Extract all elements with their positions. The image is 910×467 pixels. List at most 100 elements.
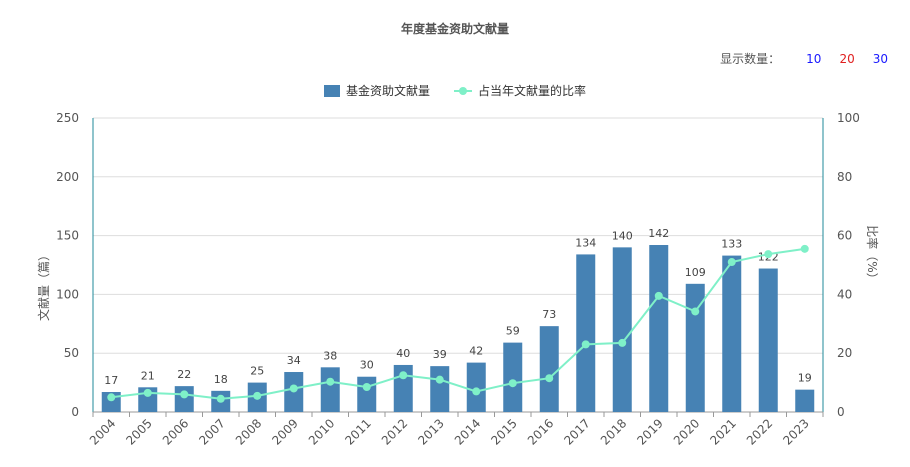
y-tick-label: 50 (64, 346, 79, 360)
x-tick-label: 2013 (415, 416, 446, 447)
ratio-point (472, 387, 481, 396)
ratio-point (399, 371, 408, 380)
ratio-point (581, 340, 590, 349)
legend-item-line[interactable]: 占当年文献量的比率 (454, 82, 586, 99)
bar-value-label: 18 (214, 373, 228, 386)
bar-value-label: 22 (177, 368, 191, 381)
bar-value-label: 40 (396, 347, 410, 360)
ratio-point (107, 393, 116, 402)
y2-tick-label: 40 (837, 287, 852, 301)
y2-tick-label: 0 (837, 405, 845, 419)
x-tick-label: 2016 (525, 416, 556, 447)
bar-value-label: 39 (433, 348, 447, 361)
bar-value-label: 17 (104, 374, 118, 387)
x-tick-label: 2015 (488, 416, 519, 447)
ratio-point (691, 307, 700, 316)
ratio-point (289, 384, 298, 393)
display-count-selector: 显示数量： 10 20 30 (720, 50, 888, 67)
ratio-point (545, 374, 554, 383)
x-tick-label: 2020 (671, 416, 702, 447)
x-tick-label: 2008 (233, 416, 264, 447)
x-tick-label: 2009 (269, 416, 300, 447)
bar (357, 376, 377, 412)
y-tick-label: 100 (56, 287, 79, 301)
y2-tick-label: 20 (837, 346, 852, 360)
bar-value-label: 30 (360, 359, 374, 372)
bar (503, 342, 523, 412)
x-tick-label: 2007 (196, 416, 227, 447)
ratio-point (654, 291, 663, 300)
ratio-point (764, 250, 773, 259)
x-tick-label: 2018 (598, 416, 629, 447)
y-axis-title: 文献量（篇） (36, 249, 51, 321)
x-tick-label: 2017 (561, 416, 592, 447)
bar (430, 366, 450, 412)
bar (722, 255, 742, 412)
bar-value-label: 133 (721, 238, 742, 251)
bar-value-label: 134 (575, 236, 596, 249)
ratio-point (727, 258, 736, 267)
bar (174, 386, 194, 412)
bar (649, 245, 669, 412)
bar-value-label: 59 (506, 325, 520, 338)
y-tick-label: 0 (71, 405, 79, 419)
x-tick-label: 2012 (379, 416, 410, 447)
bar (539, 326, 559, 412)
ratio-point (326, 377, 335, 386)
legend-line-swatch (454, 85, 472, 97)
display-count-option-10[interactable]: 10 (806, 51, 822, 66)
bar-value-label: 21 (141, 369, 155, 382)
bar (685, 283, 705, 412)
y-tick-label: 250 (56, 111, 79, 125)
ratio-point (435, 375, 444, 384)
x-tick-label: 2023 (780, 416, 811, 447)
display-count-option-20[interactable]: 20 (839, 51, 855, 66)
chart-title: 年度基金资助文献量 (400, 22, 509, 36)
legend-item-bar[interactable]: 基金资助文献量 (323, 82, 430, 99)
bar-value-label: 73 (542, 308, 556, 321)
y2-axis-title: 比率（%） (865, 225, 880, 284)
bar (612, 247, 632, 412)
bar-value-label: 42 (469, 345, 483, 358)
x-tick-label: 2014 (452, 416, 483, 447)
bar-value-label: 34 (287, 354, 301, 367)
bar-value-label: 38 (323, 349, 337, 362)
x-tick-label: 2022 (744, 416, 775, 447)
bar (758, 268, 778, 412)
x-tick-label: 2005 (123, 416, 154, 447)
ratio-point (143, 388, 152, 397)
display-count-option-30[interactable]: 30 (872, 51, 888, 66)
x-tick-label: 2006 (160, 416, 191, 447)
x-tick-label: 2011 (342, 416, 373, 447)
legend-bar-swatch (323, 84, 340, 97)
bar-value-label: 109 (685, 266, 706, 279)
ratio-point (180, 390, 189, 399)
y-tick-label: 200 (56, 170, 79, 184)
bar (320, 367, 340, 412)
bar-value-label: 142 (648, 227, 669, 240)
bar-value-label: 19 (798, 372, 812, 385)
bar-value-label: 25 (250, 365, 264, 378)
y2-tick-label: 80 (837, 170, 852, 184)
bar-value-label: 140 (612, 229, 633, 242)
x-tick-label: 2010 (306, 416, 337, 447)
y2-tick-label: 100 (837, 111, 860, 125)
y-tick-label: 150 (56, 229, 79, 243)
display-count-label: 显示数量： (720, 52, 781, 66)
x-tick-label: 2021 (707, 416, 738, 447)
ratio-point (362, 383, 371, 392)
y2-tick-label: 60 (837, 229, 852, 243)
x-tick-label: 2004 (87, 416, 118, 447)
bar (576, 254, 596, 412)
ratio-point (216, 394, 225, 403)
x-tick-label: 2019 (634, 416, 665, 447)
ratio-point (508, 379, 517, 388)
legend-bar-label: 基金资助文献量 (345, 84, 430, 98)
chart-legend: 基金资助文献量 占当年文献量的比率 (0, 82, 910, 99)
bar (466, 362, 486, 412)
ratio-point (253, 391, 262, 400)
bar (795, 389, 815, 412)
ratio-point (800, 244, 809, 253)
ratio-line (111, 247, 805, 400)
